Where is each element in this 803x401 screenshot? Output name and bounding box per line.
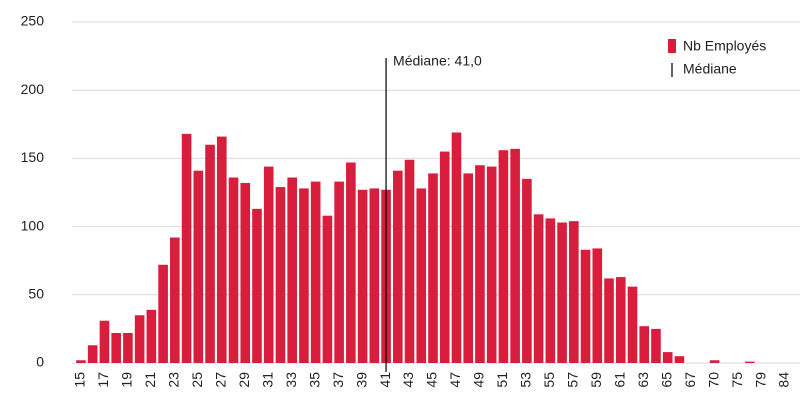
bar	[498, 150, 509, 363]
bar	[533, 214, 544, 363]
bar	[193, 170, 204, 363]
bar	[369, 188, 380, 363]
bar	[205, 144, 215, 363]
legend-label: Médiane	[683, 61, 737, 77]
x-tick-label: 31	[259, 372, 275, 388]
x-tick-label: 65	[658, 372, 674, 388]
x-tick-label: 21	[142, 372, 158, 388]
y-tick-label: 150	[21, 149, 45, 165]
bar	[216, 136, 227, 363]
legend-label: Nb Employés	[683, 38, 766, 54]
bar	[709, 360, 720, 363]
bar	[615, 277, 626, 363]
x-tick-label: 79	[752, 372, 768, 388]
bar	[439, 151, 450, 363]
x-tick-label: 37	[330, 372, 346, 388]
bar	[299, 188, 309, 363]
x-tick-label: 27	[212, 372, 228, 388]
bar	[99, 320, 110, 363]
x-tick-label: 19	[119, 372, 135, 388]
x-tick-label: 55	[541, 372, 557, 388]
legend-swatch	[668, 39, 676, 53]
bar	[322, 215, 333, 363]
bar	[334, 181, 344, 363]
bar	[87, 345, 98, 363]
x-tick-label: 15	[72, 372, 88, 388]
x-tick-label: 70	[705, 372, 721, 388]
bar	[404, 159, 415, 363]
median-label: Médiane: 41,0	[393, 53, 482, 69]
bar	[76, 360, 86, 363]
bar	[651, 328, 661, 363]
x-tick-label: 49	[471, 372, 487, 388]
bar	[252, 208, 262, 363]
x-tick-label: 33	[283, 372, 299, 388]
bar	[416, 188, 427, 363]
bar	[111, 332, 121, 363]
bar	[357, 189, 368, 363]
bar	[522, 178, 532, 363]
bar	[275, 187, 286, 363]
x-tick-label: 43	[400, 372, 416, 388]
bar	[181, 133, 192, 363]
bar	[510, 148, 520, 363]
bar	[569, 221, 579, 363]
x-tick-label: 63	[635, 372, 651, 388]
x-tick-label: 51	[494, 372, 510, 388]
bar	[627, 286, 638, 363]
bar	[310, 181, 321, 363]
bar	[592, 248, 603, 363]
y-tick-label: 0	[36, 354, 44, 370]
x-tick-label: 23	[166, 372, 182, 388]
x-tick-label: 75	[729, 372, 745, 388]
x-tick-label: 17	[95, 372, 111, 388]
bar	[287, 177, 297, 363]
y-tick-label: 50	[28, 286, 44, 302]
bar	[392, 170, 403, 363]
bar	[674, 356, 685, 363]
bar	[170, 237, 180, 363]
x-tick-label: 35	[306, 372, 322, 388]
bar	[745, 361, 755, 363]
bar	[545, 218, 556, 363]
x-tick-label: 61	[611, 372, 627, 388]
y-tick-label: 250	[21, 13, 45, 29]
bar	[263, 166, 274, 363]
x-tick-label: 39	[353, 372, 369, 388]
x-tick-label: 57	[565, 372, 581, 388]
bar	[580, 249, 591, 363]
bar	[146, 309, 157, 363]
bar	[240, 182, 251, 363]
bar	[134, 315, 145, 363]
y-tick-label: 100	[21, 217, 45, 233]
x-tick-label: 67	[682, 372, 698, 388]
bar	[662, 352, 673, 363]
bar	[475, 165, 485, 363]
x-tick-label: 84	[776, 372, 792, 388]
x-tick-label: 29	[236, 372, 252, 388]
bar	[557, 222, 567, 363]
bar	[428, 173, 438, 363]
x-tick-label: 53	[518, 372, 534, 388]
x-tick-label: 45	[424, 372, 440, 388]
bar	[123, 332, 133, 363]
bar	[486, 166, 497, 363]
x-tick-label: 59	[588, 372, 604, 388]
bar	[451, 132, 462, 363]
bar	[346, 162, 356, 363]
x-tick-label: 47	[447, 372, 463, 388]
x-tick-label: 25	[189, 372, 205, 388]
bar	[158, 264, 168, 363]
bar	[228, 177, 239, 363]
x-tick-label: 41	[377, 372, 393, 388]
bar	[463, 173, 474, 363]
y-tick-label: 200	[21, 81, 45, 97]
bar	[604, 278, 614, 363]
bar	[639, 326, 650, 363]
